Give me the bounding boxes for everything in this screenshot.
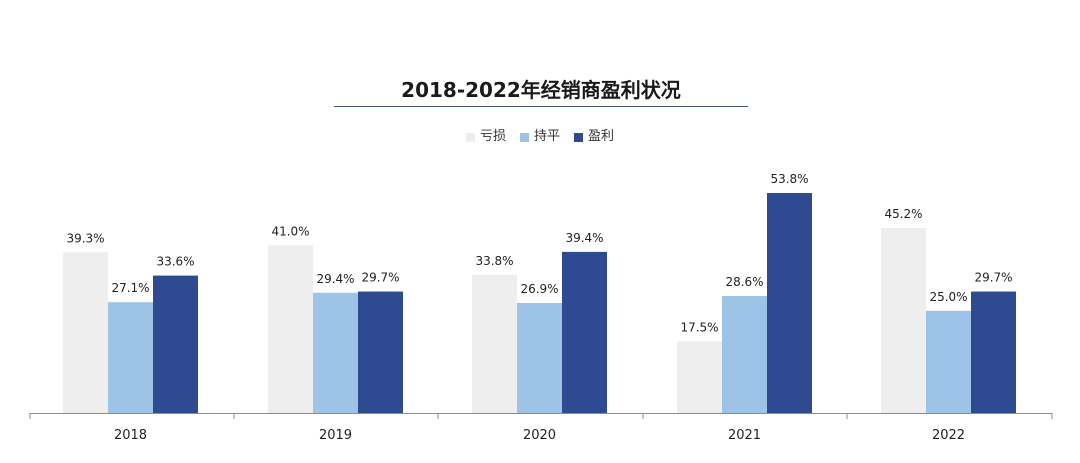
chart-legend: 亏损 持平 盈利: [0, 128, 1080, 146]
data-label: 33.6%: [156, 255, 194, 269]
data-label: 28.6%: [725, 275, 763, 289]
bar: [767, 193, 812, 413]
bar: [677, 341, 722, 413]
data-label: 26.9%: [520, 282, 558, 296]
data-label: 25.0%: [929, 290, 967, 304]
bar: [722, 296, 767, 413]
legend-label: 持平: [533, 129, 560, 144]
title-underline: [334, 106, 748, 107]
bar: [926, 310, 971, 413]
legend-item: 持平: [519, 128, 560, 146]
legend-swatch: [465, 132, 475, 142]
bar: [313, 292, 358, 413]
data-label: 29.7%: [974, 271, 1012, 285]
bar: [63, 252, 108, 413]
data-label: 45.2%: [884, 207, 922, 221]
data-label: 29.4%: [316, 272, 354, 286]
legend-label: 盈利: [588, 129, 615, 144]
legend-item: 亏损: [465, 128, 506, 146]
x-tick-label: 2018: [114, 428, 147, 443]
data-label: 17.5%: [680, 320, 718, 334]
x-tick-label: 2022: [932, 428, 965, 443]
data-label: 29.7%: [361, 271, 399, 285]
data-label: 41.0%: [271, 224, 309, 238]
data-label: 39.4%: [565, 231, 603, 245]
bar: [971, 291, 1016, 413]
bar: [517, 303, 562, 413]
bar: [108, 302, 153, 413]
legend-item: 盈利: [574, 128, 614, 146]
bar: [153, 275, 198, 413]
legend-label: 亏损: [479, 129, 506, 144]
bar: [268, 245, 313, 413]
data-label: 27.1%: [111, 281, 149, 295]
legend-swatch: [519, 132, 529, 142]
chart-title: 2018-2022年经销商盈利状况: [401, 78, 681, 102]
data-label: 53.8%: [770, 172, 808, 186]
data-label: 33.8%: [475, 254, 513, 268]
data-label: 39.3%: [66, 231, 104, 245]
bar: [881, 228, 926, 413]
bar: [562, 251, 607, 413]
x-tick-label: 2020: [523, 428, 556, 443]
bar: [358, 291, 403, 413]
bar: [472, 274, 517, 413]
x-tick-label: 2021: [728, 428, 761, 443]
x-tick-label: 2019: [319, 428, 352, 443]
legend-swatch: [574, 132, 583, 142]
